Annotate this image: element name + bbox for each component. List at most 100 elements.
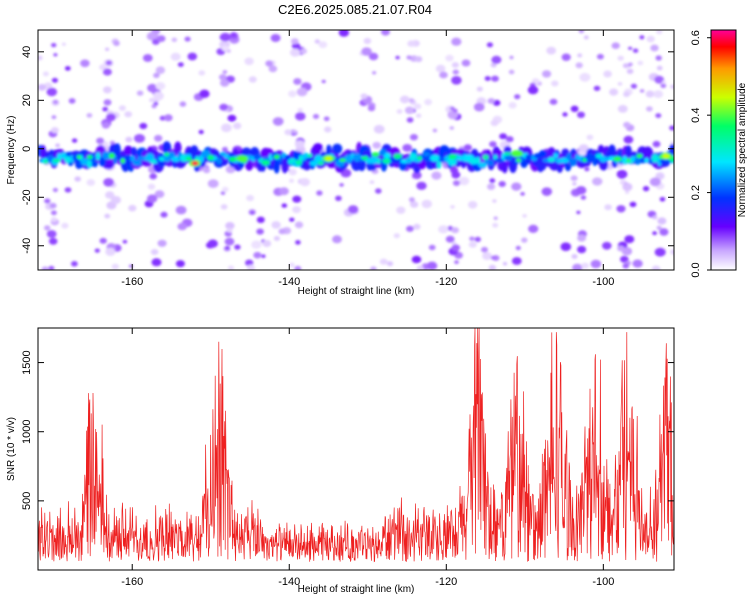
heatmap-cell	[490, 119, 499, 127]
heatmap-cell	[451, 227, 459, 234]
heatmap-cell	[504, 152, 511, 156]
heatmap-cell	[297, 108, 303, 113]
heatmap-cell	[316, 190, 323, 196]
heatmap-cell	[492, 199, 497, 203]
heatmap-cell	[220, 79, 230, 87]
heatmap-cell	[452, 69, 459, 75]
heatmap-cell	[335, 195, 342, 201]
heatmap-cell	[561, 53, 571, 61]
heatmap-cell	[105, 191, 115, 199]
heatmap-cell	[662, 80, 666, 84]
heatmap-cell	[370, 156, 379, 164]
heatmap-cell	[581, 262, 589, 269]
heatmap-cell	[402, 144, 413, 152]
heatmap-cell	[219, 103, 229, 111]
heatmap-cell	[124, 111, 133, 118]
heatmap-cell	[451, 244, 460, 252]
heatmap-cell	[511, 257, 522, 265]
heatmap-cell	[625, 145, 632, 158]
heatmap-cell	[113, 143, 121, 157]
heatmap-cell	[659, 197, 666, 202]
heatmap-cell	[609, 88, 619, 96]
heatmap-cell	[622, 263, 630, 269]
heatmap-cell	[157, 239, 167, 247]
heatmap-cell	[669, 143, 674, 156]
heatmap-cell	[294, 140, 305, 149]
heatmap-cell	[64, 66, 71, 71]
heatmap-cell	[584, 167, 590, 172]
heatmap-cell	[299, 178, 310, 187]
heatmap-cell	[488, 159, 494, 167]
heatmap-cell	[449, 126, 455, 130]
heatmap-cell	[249, 210, 255, 215]
heatmap-cell	[439, 71, 448, 79]
heatmap-cell	[151, 258, 162, 267]
x-tick-label: -160	[121, 276, 143, 288]
heatmap-cell	[103, 86, 112, 94]
heatmap-cell	[474, 236, 481, 242]
heatmap-cell	[146, 32, 158, 41]
heatmap-x-ticks: -160 -140 -120 -100	[121, 30, 614, 288]
heatmap-cell	[670, 249, 674, 255]
heatmap-cell	[368, 52, 379, 61]
heatmap-cell	[481, 246, 488, 253]
heatmap-cell	[339, 183, 344, 187]
heatmap-cell	[515, 245, 521, 251]
heatmap-cell	[44, 198, 51, 204]
heatmap-cell	[38, 84, 47, 91]
heatmap-cell	[312, 114, 320, 119]
heatmap-cell	[256, 228, 264, 235]
heatmap-cell	[626, 158, 631, 163]
heatmap-cell	[272, 117, 284, 126]
heatmap-cell	[216, 157, 222, 165]
heatmap-cell	[428, 244, 436, 251]
heatmap-cell	[486, 42, 493, 48]
heatmap-hotspot	[513, 151, 521, 156]
heatmap-cell	[592, 157, 597, 167]
heatmap-cell	[502, 262, 508, 266]
heatmap-cell	[292, 129, 297, 134]
colorbar-tick-label: 0.2	[690, 185, 702, 200]
heatmap-cell	[642, 186, 650, 192]
heatmap-cell	[281, 161, 289, 174]
heatmap-cell	[604, 204, 612, 211]
colorbar-tick-label: 0.0	[690, 262, 702, 277]
heatmap-cell	[99, 157, 106, 167]
heatmap-cell	[393, 233, 400, 239]
heatmap-cell	[244, 57, 254, 66]
heatmap-cell	[652, 215, 658, 220]
colorbar-label: Normalized spectral amplitude	[737, 82, 748, 217]
heatmap-cell	[422, 152, 431, 157]
heatmap-cell	[207, 154, 215, 161]
heatmap-cell	[577, 234, 587, 242]
heatmap-cell	[42, 71, 49, 77]
heatmap-cell	[155, 82, 166, 90]
heatmap-cell	[575, 154, 580, 161]
heatmap-cell	[569, 157, 578, 167]
heatmap-cell	[95, 152, 101, 161]
heatmap-cell	[294, 221, 304, 229]
heatmap-cell	[51, 127, 59, 134]
heatmap-cell	[101, 151, 112, 160]
heatmap-cell	[339, 158, 347, 162]
heatmap-cell	[590, 259, 602, 269]
heatmap-cell	[155, 66, 166, 74]
heatmap-cell	[228, 156, 237, 162]
heatmap-cell	[655, 113, 662, 118]
heatmap-cell	[654, 247, 666, 257]
heatmap-cell	[636, 153, 643, 159]
x-tick-label: -120	[435, 276, 457, 288]
heatmap-cell	[225, 246, 230, 250]
heatmap-cell	[629, 201, 637, 208]
heatmap-cell	[617, 245, 625, 252]
heatmap-cell	[492, 222, 499, 228]
heatmap-cell	[541, 187, 553, 196]
y-tick-label: -20	[21, 189, 33, 205]
heatmap-cell	[207, 179, 219, 188]
heatmap-cell	[451, 62, 459, 68]
heatmap-cell	[651, 265, 661, 270]
heatmap-cell	[577, 245, 587, 254]
heatmap-cell	[290, 38, 299, 45]
heatmap-cell	[64, 187, 72, 193]
heatmap-cell	[76, 155, 81, 159]
